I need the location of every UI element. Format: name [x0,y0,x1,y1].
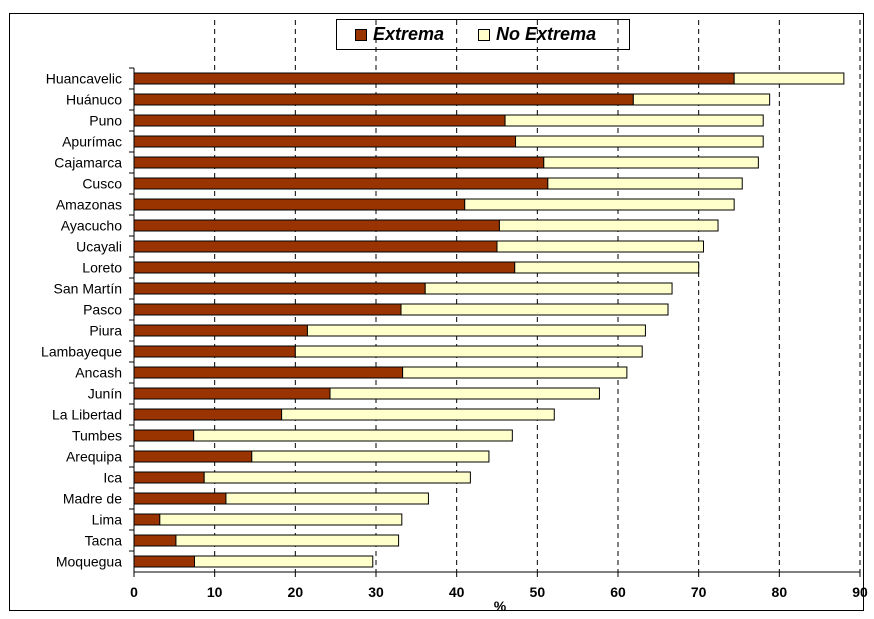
bar-extrema [133,555,195,568]
bar-extrema [133,72,735,85]
bar-extrema [133,198,466,211]
category-label: Puno [89,113,122,129]
bar-extrema [133,450,253,463]
bar-extrema [133,513,161,526]
bar-no-extrema [400,303,669,316]
bar-no-extrema [194,555,374,568]
x-tick-label: 10 [207,584,223,600]
legend-item-extrema: Extrema [355,24,444,45]
x-axis-label: % [494,598,507,614]
bar-extrema [133,240,498,253]
category-label: Ica [103,470,122,486]
category-label: Loreto [82,260,122,276]
category-label: Amazonas [56,197,122,213]
bar-extrema [133,471,205,484]
bar-no-extrema [306,324,646,337]
bar-extrema [133,345,296,358]
bar-no-extrema [733,72,845,85]
category-label: Junín [88,386,122,402]
bar-no-extrema [294,345,643,358]
bar-extrema [133,156,545,169]
bar-extrema [133,177,549,190]
bar-no-extrema [632,93,771,106]
category-label: Madre de [63,491,122,507]
bar-extrema [133,387,331,400]
bar-extrema [133,135,517,148]
bar-no-extrema [514,261,700,274]
bar-no-extrema [193,429,513,442]
bar-extrema [133,492,227,505]
axes [129,67,861,577]
category-label: Lima [92,512,123,528]
legend-item-no-extrema: No Extrema [478,24,596,45]
x-tick-label: 50 [530,584,546,600]
category-label: Huancavelic [46,71,122,87]
bar-no-extrema [329,387,600,400]
category-label: Ucayali [76,239,122,255]
bar-no-extrema [424,282,673,295]
bar-extrema [133,261,516,274]
category-label: Cusco [82,176,122,192]
chart-frame [9,13,864,611]
bar-no-extrema [203,471,471,484]
bar-no-extrema [498,219,719,232]
category-label: Huánuco [66,92,122,108]
x-tick-label: 0 [130,584,138,600]
x-tick-label: 80 [772,584,788,600]
category-label: Ancash [75,365,122,381]
category-label: Pasco [83,302,122,318]
bar-extrema [133,219,500,232]
x-tick-label: 20 [288,584,304,600]
bar-no-extrema [159,513,403,526]
bar-no-extrema [496,240,705,253]
category-label: San Martín [54,281,122,297]
bar-no-extrema [402,366,628,379]
bar-no-extrema [464,198,735,211]
x-tick-label: 70 [691,584,707,600]
legend-swatch-extrema [355,28,367,41]
category-label: Arequipa [66,449,122,465]
legend: Extrema No Extrema [336,19,630,50]
bar-extrema [133,408,283,421]
bar-no-extrema [281,408,555,421]
bar-extrema [133,282,426,295]
category-label: Cajamarca [54,155,122,171]
bar-no-extrema [251,450,490,463]
labels: Huancavelic Huánuco Puno Apurímac Cajamarca C… [41,71,868,601]
category-label: Moquegua [56,554,122,570]
category-label: Tumbes [72,428,122,444]
category-label: Apurímac [62,134,122,150]
x-tick-label: 30 [368,584,384,600]
bar-extrema [133,114,506,127]
x-tick-label: 40 [449,584,465,600]
x-tick-label: 90 [852,584,868,600]
bar-extrema [133,303,402,316]
bars [133,72,845,568]
category-label: La Libertad [52,407,122,423]
bar-no-extrema [225,492,429,505]
bar-no-extrema [175,534,400,547]
legend-label-extrema: Extrema [373,24,445,44]
bar-extrema [133,534,177,547]
legend-label-no-extrema: No Extrema [496,24,597,44]
legend-swatch-no-extrema [478,28,491,41]
category-label: Tacna [85,533,123,549]
bar-extrema [133,366,404,379]
bar-no-extrema [547,177,743,190]
bar-extrema [133,324,308,337]
bar-extrema [133,429,195,442]
category-label: Ayacucho [61,218,122,234]
bar-no-extrema [515,135,764,148]
category-label: Lambayeque [41,344,122,360]
category-label: Piura [89,323,122,339]
bar-no-extrema [543,156,759,169]
bar-extrema [133,93,634,106]
x-tick-label: 60 [610,584,626,600]
bar-no-extrema [504,114,764,127]
